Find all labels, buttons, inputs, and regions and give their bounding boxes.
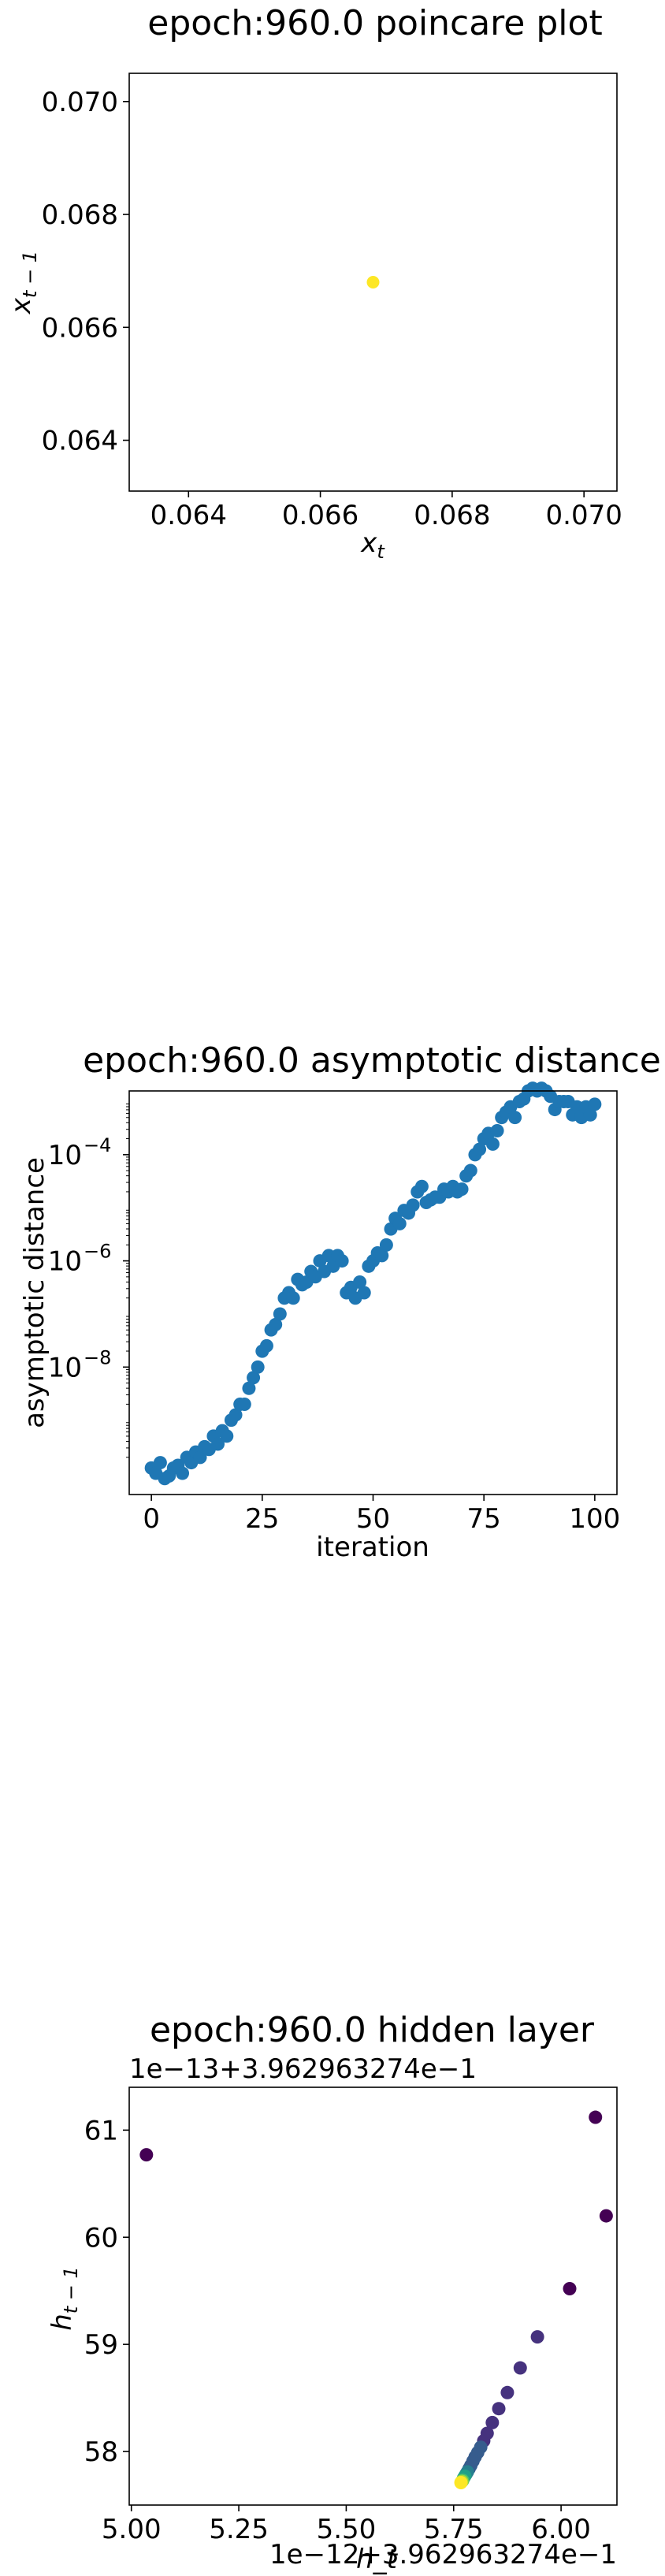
asymptotic-point [242, 1381, 256, 1395]
asymptotic-point [490, 1124, 504, 1138]
hidden-layer-point [513, 2361, 527, 2375]
asymptotic-x-tick-label: 0 [143, 1503, 160, 1535]
poincare-y-tick-label: 0.070 [42, 87, 118, 118]
asymptotic-point [379, 1238, 393, 1252]
asymptotic-y-tick-label: 10 [48, 1140, 82, 1171]
asymptotic-x-tick-label: 100 [569, 1503, 620, 1535]
poincare-points [366, 276, 380, 288]
asymptotic-y-ticks: 10−810−610−4 [48, 1104, 129, 1458]
hidden-layer-title: epoch:960.0 hidden layer [150, 2010, 595, 2050]
asymptotic-chart: epoch:960.0 asymptotic distance 0 25 50 75 1… [19, 1040, 661, 1563]
asymptotic-point [583, 1107, 597, 1122]
hidden-layer-x-tick-label: 5.50 [317, 2514, 377, 2545]
hidden-layer-x-tick-label: 5.00 [102, 2514, 162, 2545]
asymptotic-point [269, 1317, 283, 1331]
hidden-layer-x-tick-label: 5.25 [209, 2514, 269, 2545]
asymptotic-x-ticks: 0 25 50 75 100 [143, 1495, 620, 1535]
poincare-chart: epoch:960.0 poincare plot 0.064 0.066 0.06… [6, 3, 622, 563]
asymptotic-point [237, 1397, 251, 1411]
hidden-layer-y-tick-label: 58 [84, 2436, 118, 2468]
asymptotic-point [153, 1456, 167, 1470]
asymptotic-x-tick-label: 50 [356, 1503, 390, 1535]
asymptotic-point [259, 1338, 273, 1353]
asymptotic-y-tick-exponent: −4 [84, 1134, 111, 1156]
asymptotic-point [286, 1291, 300, 1305]
asymptotic-y-tick-exponent: −8 [84, 1346, 111, 1368]
asymptotic-points [144, 1081, 602, 1486]
poincare-x-ticks: 0.064 0.066 0.068 0.070 [150, 491, 622, 531]
asymptotic-point [176, 1466, 190, 1480]
asymptotic-point [485, 1137, 500, 1151]
hidden-layer-x-label: h_t [356, 2544, 399, 2575]
hidden-layer-x-tick-label: 5.75 [424, 2514, 484, 2545]
hidden-layer-x-offset: 1e−12+3.962963274e−1 [269, 2539, 617, 2570]
hidden-layer-point [139, 2148, 154, 2162]
asymptotic-point [375, 1249, 389, 1263]
asymptotic-point [353, 1275, 367, 1290]
hidden-layer-x-tick-label: 6.00 [531, 2514, 591, 2545]
asymptotic-point [455, 1182, 469, 1197]
hidden-layer-point [485, 2415, 500, 2429]
asymptotic-y-tick-label: 10 [48, 1246, 82, 1278]
poincare-x-label: xt [360, 527, 385, 563]
asymptotic-x-tick-label: 75 [467, 1503, 501, 1535]
hidden-layer-point [530, 2330, 544, 2344]
poincare-title: epoch:960.0 poincare plot [147, 3, 602, 43]
hidden-layer-y-label: ht − 1 [46, 2266, 82, 2331]
asymptotic-point [211, 1437, 225, 1451]
asymptotic-point [406, 1198, 420, 1212]
poincare-y-tick-label: 0.064 [42, 426, 118, 457]
asymptotic-point [357, 1286, 371, 1300]
hidden-layer-point [454, 2475, 468, 2489]
asymptotic-point [414, 1179, 429, 1193]
asymptotic-point [228, 1408, 243, 1422]
asymptotic-point [251, 1360, 265, 1374]
asymptotic-point [273, 1307, 287, 1321]
poincare-y-tick-label: 0.066 [42, 312, 118, 344]
asymptotic-point [508, 1111, 522, 1125]
hidden-layer-axes-frame [128, 2086, 618, 2506]
asymptotic-y-label: asymptotic distance [19, 1157, 50, 1428]
poincare-x-tick-label: 0.066 [282, 500, 359, 531]
hidden-layer-points [139, 2110, 613, 2489]
asymptotic-y-tick-exponent: −6 [84, 1241, 111, 1263]
asymptotic-point [392, 1216, 407, 1230]
poincare-x-tick-label: 0.064 [150, 500, 227, 531]
poincare-axes-frame [128, 73, 618, 492]
asymptotic-point [335, 1254, 349, 1268]
hidden-layer-y-tick-label: 61 [84, 2115, 118, 2146]
asymptotic-point [220, 1429, 234, 1443]
asymptotic-title: epoch:960.0 asymptotic distance [83, 1040, 661, 1081]
poincare-x-tick-label: 0.068 [414, 500, 490, 531]
asymptotic-point [473, 1142, 487, 1156]
poincare-y-ticks: 0.064 0.066 0.068 0.070 [42, 87, 129, 457]
asymptotic-y-tick-label: 10 [48, 1352, 82, 1383]
hidden-layer-y-ticks: 58 59 60 61 [84, 2115, 129, 2468]
poincare-y-label: xt − 1 [6, 251, 41, 315]
asymptotic-axes-frame [128, 1090, 618, 1495]
poincare-x-tick-label: 0.070 [546, 500, 622, 531]
hidden-layer-y-offset: 1e−13+3.962963274e−1 [129, 2053, 477, 2085]
poincare-y-tick-label: 0.068 [42, 199, 118, 231]
asymptotic-x-tick-label: 25 [245, 1503, 279, 1535]
hidden-layer-x-ticks: 5.00 5.25 5.50 5.75 6.00 [102, 2505, 591, 2545]
asymptotic-x-label: iteration [316, 1532, 429, 1563]
hidden-layer-point [500, 2385, 515, 2399]
hidden-layer-y-tick-label: 60 [84, 2222, 118, 2254]
poincare-point [366, 276, 380, 288]
hidden-layer-y-tick-label: 59 [84, 2329, 118, 2361]
asymptotic-point [588, 1097, 602, 1111]
asymptotic-point [247, 1371, 261, 1385]
hidden-layer-point [599, 2209, 613, 2223]
hidden-layer-chart: epoch:960.0 hidden layer 1e−13+3.9629632… [46, 2010, 618, 2575]
hidden-layer-point [563, 2281, 577, 2295]
hidden-layer-point [492, 2402, 506, 2416]
hidden-layer-point [589, 2110, 603, 2124]
asymptotic-point [463, 1163, 477, 1178]
asymptotic-point [193, 1450, 207, 1465]
